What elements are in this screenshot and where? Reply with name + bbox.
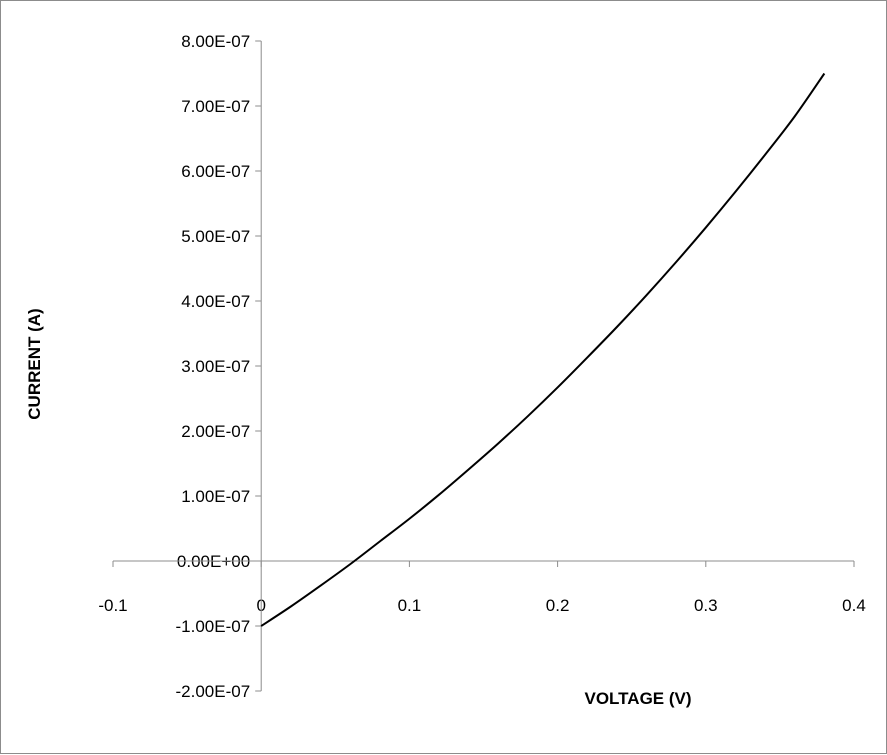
y-tick-label: 5.00E-07 <box>181 227 250 246</box>
y-tick-label: 3.00E-07 <box>181 357 250 376</box>
x-tick-label: 0.1 <box>398 596 422 615</box>
x-axis-title: VOLTAGE (V) <box>584 689 691 708</box>
y-tick-label: -2.00E-07 <box>176 682 251 701</box>
y-axis-ticks: 8.00E-07 7.00E-07 6.00E-07 5.00E-07 4.00E-07… <box>176 32 262 701</box>
y-axis-title: CURRENT (A) <box>25 308 44 419</box>
x-tick-label: 0.4 <box>842 596 866 615</box>
y-tick-label: 4.00E-07 <box>181 292 250 311</box>
current-voltage-curve <box>260 72 826 627</box>
x-tick-label: 0.3 <box>694 596 718 615</box>
y-tick-label: 1.00E-07 <box>181 487 250 506</box>
y-tick-label: 6.00E-07 <box>181 162 250 181</box>
y-tick-label: 8.00E-07 <box>181 32 250 51</box>
x-tick-label: -0.1 <box>98 596 127 615</box>
y-tick-label: -1.00E-07 <box>176 617 251 636</box>
x-tick-label: 0.2 <box>546 596 570 615</box>
y-tick-label: 7.00E-07 <box>181 97 250 116</box>
y-tick-label: 2.00E-07 <box>181 422 250 441</box>
